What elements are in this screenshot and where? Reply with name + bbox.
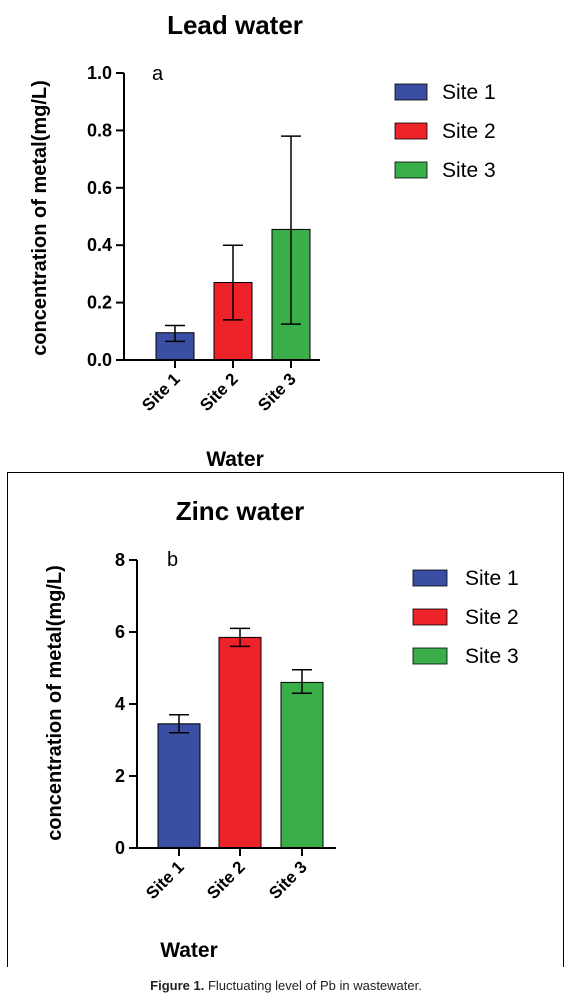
legend-label-3: Site 3 (442, 159, 496, 182)
legend-label-1: Site 1 (465, 567, 519, 590)
x-tick-label: Site 2 (196, 369, 242, 415)
chart-a-y-axis-label: concentration of metal(mg/L) (29, 80, 51, 356)
y-tick-label: 2 (115, 766, 125, 786)
legend-label-1: Site 1 (442, 81, 496, 104)
caption-label: Figure 1. (150, 978, 205, 993)
y-tick-label: 0.0 (87, 350, 112, 370)
x-tick-label: Site 3 (265, 857, 311, 903)
y-tick-label: 0.2 (87, 293, 112, 313)
chart-lead-water: Lead water a concentration of metal(mg/L… (29, 10, 496, 471)
y-tick-label: 8 (115, 550, 125, 570)
legend-swatch-2 (394, 122, 428, 140)
legend-swatch-3 (412, 647, 448, 665)
y-tick-label: 4 (115, 694, 125, 714)
bar-2 (218, 636, 262, 849)
x-tick-label: Site 2 (203, 857, 249, 903)
x-tick-label: Site 3 (254, 369, 300, 415)
legend-swatch-2 (412, 608, 448, 626)
y-tick-label: 0.6 (87, 178, 112, 198)
bar-3 (280, 681, 324, 849)
y-tick-label: 6 (115, 622, 125, 642)
chart-b-panel-label: b (167, 549, 178, 571)
legend-swatch-1 (394, 83, 428, 101)
caption-text: Fluctuating level of Pb in wastewater. (207, 978, 422, 993)
x-tick-label: Site 1 (138, 369, 184, 415)
legend-label-2: Site 2 (465, 606, 519, 629)
chart-b-x-axis-label: Water (160, 939, 218, 962)
chart-a-title: Lead water (167, 10, 303, 40)
panel-b-frame (7, 472, 564, 967)
legend-swatch-3 (394, 161, 428, 179)
y-tick-label: 0.8 (87, 120, 112, 140)
legend-label-2: Site 2 (442, 120, 496, 143)
legend-label-3: Site 3 (465, 645, 519, 668)
y-tick-label: 0.4 (87, 235, 112, 255)
chart-a-x-axis-label: Water (206, 448, 264, 471)
chart-a-panel-label: a (152, 63, 164, 85)
figure-svg: Lead water a concentration of metal(mg/L… (29, 10, 519, 962)
figure-caption: Figure 1. Fluctuating level of Pb in was… (0, 978, 572, 993)
bar-1 (157, 723, 201, 849)
chart-b-title: Zinc water (176, 496, 305, 526)
chart-b-y-axis-label: concentration of metal(mg/L) (44, 565, 66, 841)
y-tick-label: 0 (115, 838, 125, 858)
chart-zinc-water: Zinc water b concentration of metal(mg/L… (44, 496, 519, 962)
y-tick-label: 1.0 (87, 63, 112, 83)
legend-swatch-1 (412, 569, 448, 587)
x-tick-label: Site 1 (142, 857, 188, 903)
